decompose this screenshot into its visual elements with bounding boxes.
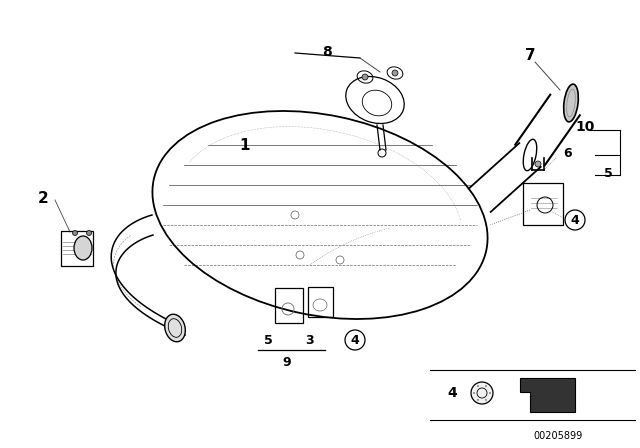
Circle shape (86, 231, 92, 236)
Circle shape (485, 385, 487, 387)
Circle shape (473, 392, 475, 394)
Bar (308, 287, 333, 317)
Text: 7: 7 (525, 47, 535, 63)
Ellipse shape (564, 84, 579, 122)
Text: 9: 9 (283, 356, 291, 369)
Bar (61, 231, 93, 266)
Circle shape (362, 74, 368, 80)
Text: 4: 4 (351, 333, 360, 346)
Circle shape (72, 231, 77, 236)
Text: 6: 6 (564, 146, 572, 159)
Circle shape (471, 382, 493, 404)
Circle shape (489, 392, 491, 394)
Text: 00205899: 00205899 (533, 431, 582, 441)
Circle shape (477, 385, 479, 387)
Circle shape (535, 161, 541, 167)
Polygon shape (520, 378, 575, 412)
Text: 1: 1 (240, 138, 250, 152)
Text: 4: 4 (447, 386, 457, 400)
Text: 4: 4 (571, 214, 579, 227)
Text: 3: 3 (306, 333, 314, 346)
Circle shape (485, 399, 487, 401)
Circle shape (477, 399, 479, 401)
Text: 5: 5 (604, 167, 612, 180)
Text: 2: 2 (38, 190, 49, 206)
Ellipse shape (164, 314, 186, 342)
Bar (523, 183, 563, 225)
Circle shape (392, 70, 398, 76)
Text: 8: 8 (322, 45, 332, 59)
Bar (275, 288, 303, 323)
Ellipse shape (74, 236, 92, 260)
Text: 5: 5 (264, 333, 273, 346)
Text: 10: 10 (575, 120, 595, 134)
